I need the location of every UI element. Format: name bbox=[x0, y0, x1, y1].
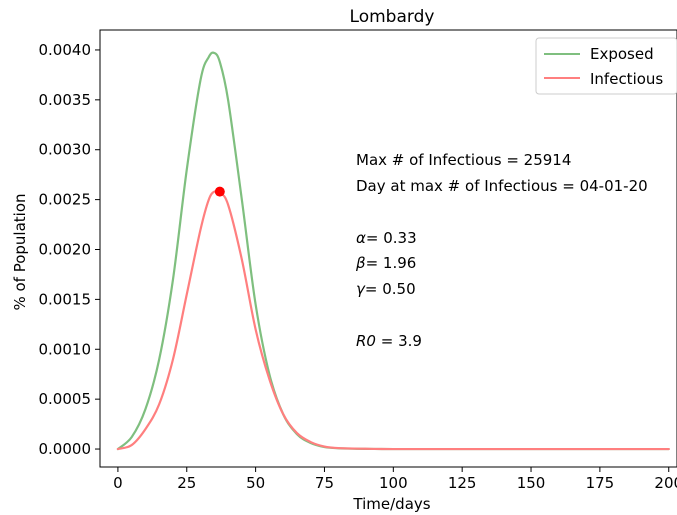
legend-box bbox=[535, 37, 677, 95]
y-tick-label: 0.0020 bbox=[39, 240, 92, 258]
y-axis: 0.0000 0.0005 0.0010 0.0015 0.0020 0.0025 0.00… bbox=[39, 41, 100, 458]
param-beta: β= 1.96 bbox=[355, 254, 416, 272]
x-tick-label: 50 bbox=[246, 474, 265, 492]
series-line-infectious bbox=[116, 189, 670, 451]
y-tick-label: 0.0025 bbox=[39, 191, 92, 209]
y-tick-label: 0.0015 bbox=[39, 290, 92, 308]
y-tick-label: 0.0035 bbox=[39, 91, 92, 109]
y-axis-title: % of Population bbox=[11, 193, 29, 310]
chart-title: Lombardy bbox=[350, 7, 435, 27]
y-tick-label: 0.0000 bbox=[39, 440, 92, 458]
y-tick-label: 0.0005 bbox=[39, 390, 92, 408]
x-tick-label: 25 bbox=[177, 474, 196, 492]
annotation-day-at-max: Day at max # of Infectious = 04-01-20 bbox=[356, 177, 648, 195]
y-tick-label: 0.0010 bbox=[39, 340, 92, 358]
y-tick-label: 0.0030 bbox=[39, 141, 92, 159]
legend-label-infectious: Infectious bbox=[590, 70, 663, 88]
series-group bbox=[116, 51, 670, 451]
x-tick-label: 125 bbox=[448, 474, 477, 492]
x-tick-label: 75 bbox=[315, 474, 334, 492]
param-r0: R0 = 3.9 bbox=[356, 332, 422, 350]
annotation-max-infectious: Max # of Infectious = 25914 bbox=[356, 151, 571, 169]
y-tick-label: 0.0040 bbox=[39, 41, 92, 59]
x-tick-label: 100 bbox=[379, 474, 408, 492]
legend: Exposed Infectious bbox=[535, 37, 677, 95]
param-alpha: α= 0.33 bbox=[356, 229, 417, 247]
x-tick-label: 175 bbox=[586, 474, 615, 492]
x-tick-label: 200 bbox=[654, 474, 677, 492]
param-gamma: γ= 0.50 bbox=[356, 280, 416, 298]
x-tick-label: 150 bbox=[517, 474, 546, 492]
x-axis-title: Time/days bbox=[352, 495, 430, 513]
peak-marker bbox=[214, 186, 225, 197]
x-tick-label: 0 bbox=[113, 474, 123, 492]
legend-label-exposed: Exposed bbox=[590, 45, 654, 63]
x-axis: 0 25 50 75 100 125 150 175 200 bbox=[113, 467, 677, 492]
series-line-exposed bbox=[116, 51, 670, 451]
plot-frame bbox=[99, 29, 677, 468]
